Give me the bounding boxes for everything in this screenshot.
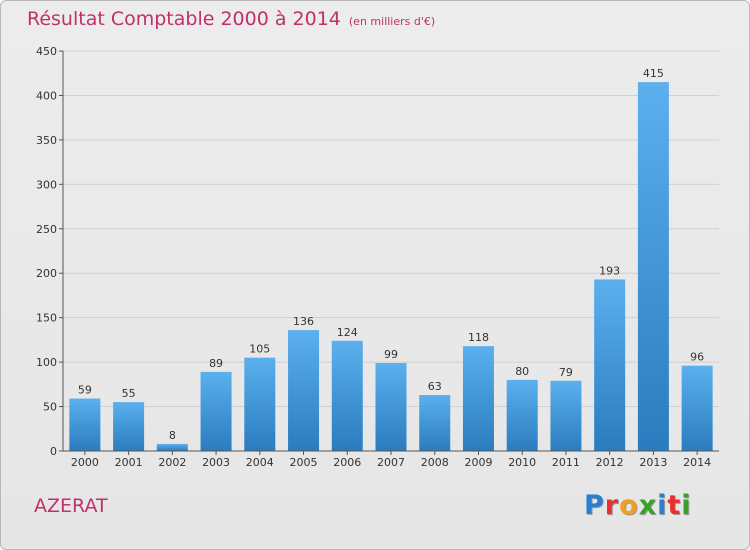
x-tick-label: 2006 — [333, 456, 361, 469]
y-tick-label: 150 — [36, 312, 57, 325]
bar — [156, 443, 188, 451]
y-tick-label: 300 — [36, 178, 57, 191]
chart-unit: (en milliers d'€) — [348, 15, 436, 28]
bar-value-label: 99 — [384, 348, 398, 361]
commune-name: AZERAT — [34, 495, 108, 517]
y-tick-label: 0 — [50, 445, 57, 458]
y-tick-label: 350 — [36, 134, 57, 147]
y-tick-label: 50 — [43, 401, 57, 414]
y-tick-label: 100 — [36, 356, 57, 369]
logo-letter: P — [584, 490, 605, 521]
bar — [550, 380, 582, 451]
y-tick-label: 400 — [36, 89, 57, 102]
y-tick-label: 450 — [36, 45, 57, 58]
x-tick-label: 2007 — [377, 456, 405, 469]
bar-value-label: 105 — [249, 343, 270, 356]
proxiti-logo[interactable]: Proxiti — [584, 490, 692, 521]
x-tick-label: 2000 — [71, 456, 99, 469]
title-text: Résultat Comptable 2000 à 2014 — [27, 8, 341, 30]
bar — [200, 371, 232, 451]
bar — [113, 402, 145, 451]
logo-letter: i — [681, 490, 692, 521]
x-tick-label: 2010 — [508, 456, 536, 469]
bar — [419, 395, 451, 451]
x-tick-label: 2005 — [290, 456, 318, 469]
logo-letter: t — [667, 490, 682, 521]
chart-title: Résultat Comptable 2000 à 2014 (en millie… — [27, 8, 435, 30]
x-tick-label: 2003 — [202, 456, 230, 469]
bar — [506, 379, 538, 451]
logo-letter: o — [619, 490, 639, 521]
bar — [331, 340, 363, 451]
bar — [637, 82, 669, 451]
bar-value-label: 89 — [209, 357, 223, 370]
bar — [375, 363, 407, 451]
logo-letter: x — [638, 490, 658, 521]
bar-value-label: 79 — [559, 366, 573, 379]
bar-value-label: 63 — [428, 380, 442, 393]
bar-value-label: 80 — [515, 365, 529, 378]
logo-letter: i — [657, 490, 668, 521]
bar-value-label: 124 — [337, 326, 358, 339]
x-tick-label: 2013 — [639, 456, 667, 469]
x-tick-label: 2008 — [421, 456, 449, 469]
bar — [462, 346, 494, 451]
y-tick-label: 200 — [36, 267, 57, 280]
bar-value-label: 8 — [169, 429, 176, 442]
x-tick-label: 2001 — [115, 456, 143, 469]
x-tick-label: 2009 — [464, 456, 492, 469]
logo-letter: r — [604, 490, 620, 521]
x-tick-label: 2011 — [552, 456, 580, 469]
x-tick-label: 2014 — [683, 456, 711, 469]
bar-value-label: 55 — [122, 387, 136, 400]
x-tick-label: 2002 — [158, 456, 186, 469]
bar — [244, 357, 276, 451]
bar — [69, 398, 101, 451]
bar-value-label: 59 — [78, 384, 92, 397]
bar-value-label: 118 — [468, 331, 489, 344]
bar-value-label: 193 — [599, 264, 620, 277]
labels: 0 50 100 150 200 250 300 350 400 450 59 2000 55 2001 8… — [36, 45, 711, 469]
bar-value-label: 415 — [643, 67, 664, 80]
bars — [69, 82, 713, 451]
bar-value-label: 136 — [293, 315, 314, 328]
bar — [594, 279, 626, 451]
bar — [681, 365, 713, 451]
bar — [288, 330, 320, 451]
y-tick-label: 250 — [36, 223, 57, 236]
x-tick-label: 2004 — [246, 456, 274, 469]
x-tick-label: 2012 — [596, 456, 624, 469]
axes — [59, 50, 719, 455]
bar-value-label: 96 — [690, 351, 704, 364]
